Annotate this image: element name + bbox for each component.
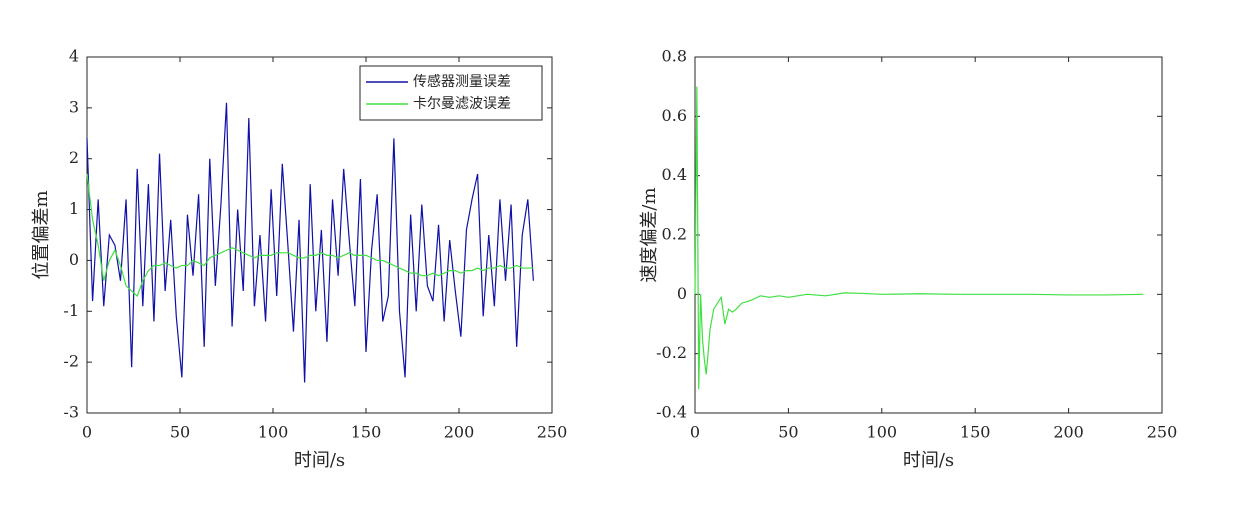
x-tick-label: 50 — [778, 423, 798, 442]
y-tick-label: -3 — [63, 403, 79, 422]
data-line — [694, 86, 1144, 390]
x-axis-label: 时间/s — [903, 450, 954, 471]
y-tick-label: 0.2 — [662, 225, 687, 244]
y-tick-label: -0.2 — [656, 343, 687, 362]
y-axis-label: 速度偏差/m — [639, 187, 660, 282]
legend-label: 卡尔曼滤波误差 — [413, 96, 511, 112]
x-tick-label: 100 — [867, 423, 898, 442]
x-tick-label: 200 — [1053, 423, 1084, 442]
y-tick-label: 0.8 — [662, 47, 687, 66]
x-tick-label: 250 — [1147, 423, 1178, 442]
y-tick-label: 0.6 — [662, 106, 687, 125]
x-tick-label: 200 — [444, 423, 475, 442]
y-tick-label: -1 — [63, 301, 79, 320]
y-axis-label: 位置偏差m — [31, 190, 52, 279]
x-tick-label: 0 — [82, 423, 92, 442]
data-line — [86, 173, 534, 298]
y-tick-label: 3 — [69, 97, 79, 116]
y-tick-label: 4 — [69, 47, 79, 66]
axes-box — [694, 56, 1163, 414]
x-tick-label: 150 — [351, 423, 382, 442]
y-tick-label: -2 — [63, 352, 79, 371]
x-tick-label: 100 — [258, 423, 289, 442]
x-tick-label: 250 — [537, 423, 568, 442]
y-tick-label: 0 — [69, 250, 79, 269]
legend-label: 传感器测量误差 — [413, 73, 511, 90]
x-tick-label: 0 — [690, 423, 700, 442]
data-line — [86, 102, 534, 383]
y-tick-label: 2 — [69, 148, 79, 167]
x-axis-label: 时间/s — [294, 450, 345, 471]
y-tick-label: 0 — [677, 284, 687, 303]
y-tick-label: -0.4 — [656, 403, 687, 422]
x-tick-label: 150 — [960, 423, 991, 442]
legend-box — [359, 65, 543, 121]
y-tick-label: 0.4 — [662, 165, 687, 184]
axes-box — [86, 56, 553, 414]
y-tick-label: 1 — [69, 199, 79, 218]
x-tick-label: 50 — [170, 423, 190, 442]
